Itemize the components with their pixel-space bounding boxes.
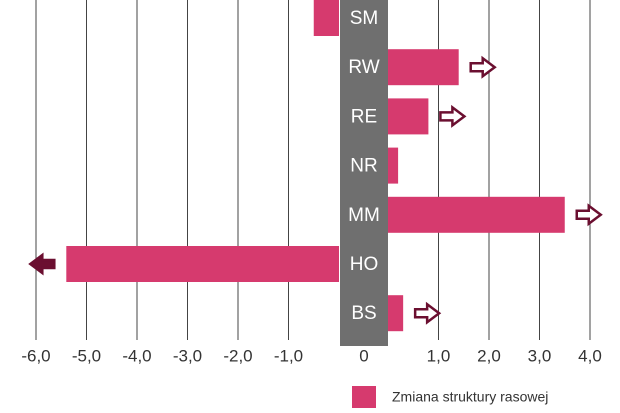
category-label: RE <box>351 106 377 127</box>
x-tick-label: -2,0 <box>223 346 252 365</box>
direction-arrow <box>413 301 442 325</box>
category-label: SM <box>350 8 379 29</box>
direction-arrow <box>469 55 497 79</box>
x-tick-label: 2,0 <box>477 346 501 365</box>
x-tick-label: -6,0 <box>21 346 50 365</box>
bar <box>66 246 340 282</box>
x-tick-label: -3,0 <box>173 346 202 365</box>
x-tick-label: 4,0 <box>578 346 602 365</box>
category-label: RW <box>348 57 379 78</box>
legend-label: Zmiana struktury rasowej <box>392 389 548 405</box>
bar <box>388 196 565 233</box>
direction-arrow <box>575 203 603 227</box>
bar <box>388 98 429 135</box>
category-band <box>340 0 388 346</box>
legend-swatch <box>352 386 376 408</box>
category-label: BS <box>351 303 376 324</box>
x-tick-label: 0 <box>359 346 368 365</box>
category-label: MM <box>348 205 380 226</box>
x-tick-label: 1,0 <box>427 346 451 365</box>
direction-arrow <box>439 104 467 128</box>
bar <box>313 0 339 36</box>
x-tick-label: -1,0 <box>274 346 303 365</box>
x-tick-label: 3,0 <box>528 346 552 365</box>
bar <box>388 147 399 184</box>
category-label: HO <box>350 254 379 275</box>
category-label: NR <box>350 156 377 177</box>
bar <box>388 295 404 332</box>
x-tick-label: -4,0 <box>122 346 151 365</box>
direction-arrow <box>28 252 56 276</box>
x-tick-label: -5,0 <box>72 346 101 365</box>
bar <box>388 49 459 86</box>
